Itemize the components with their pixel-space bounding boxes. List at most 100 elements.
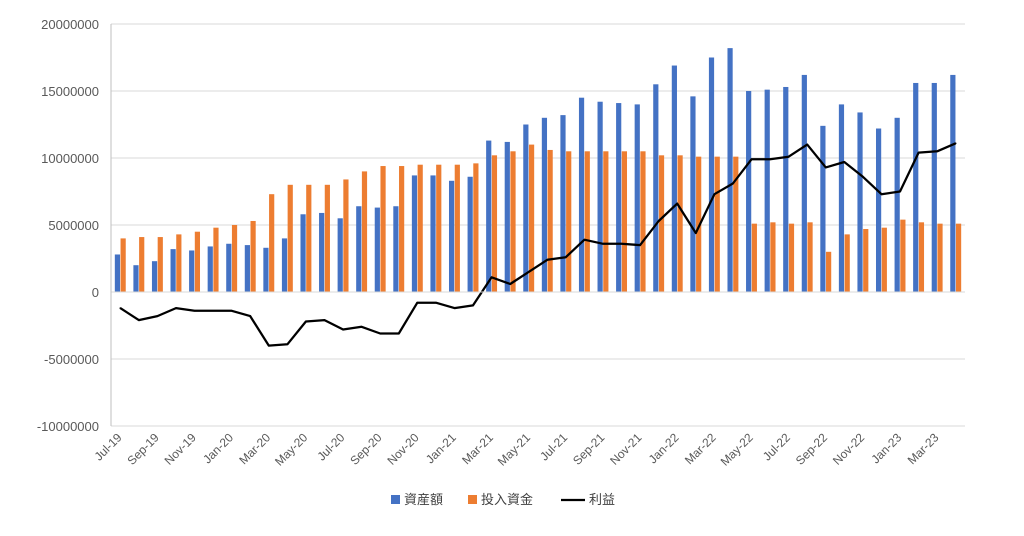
x-tick-label: Jul-22: [760, 430, 793, 463]
legend-item: 利益: [561, 492, 615, 507]
bar: [151, 261, 158, 292]
bar: [231, 225, 238, 292]
bar: [491, 155, 498, 292]
x-tick-label: Nov-21: [607, 430, 644, 467]
y-tick-label: 10000000: [41, 151, 99, 166]
legend-swatch: [468, 495, 477, 504]
bar: [133, 265, 139, 292]
x-tick-label: May-22: [718, 430, 756, 468]
bar: [955, 223, 962, 292]
line-point: [546, 259, 549, 261]
line-point: [806, 143, 808, 146]
line-point: [509, 283, 511, 285]
bar: [603, 151, 609, 292]
x-tick-label: Sep-21: [570, 430, 607, 467]
y-tick-label: -5000000: [44, 352, 99, 367]
bar: [454, 164, 460, 292]
bar: [894, 117, 900, 292]
line-point: [323, 319, 326, 321]
bar: [838, 104, 845, 293]
bar: [189, 250, 195, 292]
line-point: [397, 332, 400, 335]
line-point: [212, 309, 214, 312]
bar: [374, 207, 380, 292]
bar: [399, 166, 405, 292]
line-point: [193, 309, 196, 312]
bar: [393, 206, 399, 292]
bar: [157, 237, 163, 292]
x-tick-label: May-21: [495, 430, 533, 468]
bar: [361, 171, 368, 292]
y-tick-label: -10000000: [37, 419, 99, 434]
bar: [417, 164, 423, 292]
line-point: [435, 301, 437, 304]
x-tick-label: Jul-21: [537, 430, 570, 463]
line-point: [565, 256, 567, 258]
bar: [269, 194, 275, 292]
bar: [528, 144, 535, 292]
line-point: [490, 276, 493, 279]
line-point: [917, 151, 920, 154]
bar: [411, 175, 418, 292]
x-tick-label: Nov-22: [830, 430, 867, 467]
y-tick-label: 0: [92, 285, 99, 300]
bar: [300, 214, 306, 292]
bar: [950, 74, 956, 292]
bar: [616, 103, 622, 292]
bar: [337, 218, 343, 292]
line-point: [156, 315, 159, 317]
x-tick-label: Mar-20: [236, 430, 273, 467]
bar: [783, 86, 789, 292]
bar: [696, 156, 702, 292]
bar: [263, 247, 269, 292]
line-point: [138, 319, 140, 321]
bar: [900, 219, 906, 292]
bar: [114, 254, 121, 292]
line-point: [862, 175, 864, 178]
y-tick-label: 20000000: [41, 17, 99, 32]
bar: [937, 223, 943, 292]
line-point: [119, 307, 122, 309]
y-tick-label: 15000000: [41, 84, 99, 99]
x-tick-label: Jan-21: [423, 430, 459, 466]
line-point: [750, 158, 753, 161]
line-point: [639, 244, 641, 246]
bar: [788, 223, 795, 292]
line-point: [379, 332, 381, 335]
line-point: [175, 307, 177, 309]
bar: [913, 82, 919, 293]
x-tick-label: Jan-22: [646, 430, 682, 466]
bar: [658, 155, 665, 292]
bar: [547, 149, 553, 292]
line-point: [787, 155, 790, 158]
bar: [578, 97, 585, 292]
bar: [226, 243, 232, 292]
line-point: [769, 158, 771, 161]
bar: [677, 155, 683, 292]
line-point: [360, 326, 363, 328]
line-point: [286, 343, 289, 346]
bar: [139, 237, 145, 292]
bar-series-1: [120, 144, 962, 292]
bar: [634, 104, 640, 293]
bar: [244, 245, 250, 292]
bar: [597, 101, 603, 292]
x-tick-label: Mar-23: [905, 430, 942, 467]
legend-swatch: [391, 495, 400, 504]
bar: [863, 229, 869, 292]
bar: [640, 151, 646, 292]
bar: [770, 222, 776, 292]
bar: [306, 184, 312, 292]
line-point: [713, 193, 716, 195]
bar: [473, 163, 479, 292]
bar: [436, 164, 442, 292]
y-tick-label: 5000000: [48, 218, 99, 233]
x-tick-label: Nov-19: [162, 430, 199, 467]
bar: [857, 112, 863, 292]
bar: [430, 175, 436, 292]
bar: [653, 84, 659, 292]
y-axis-tick-labels: -10000000 -5000000 0 5000000 10000000 1500000…: [37, 17, 99, 434]
bar: [287, 184, 293, 292]
